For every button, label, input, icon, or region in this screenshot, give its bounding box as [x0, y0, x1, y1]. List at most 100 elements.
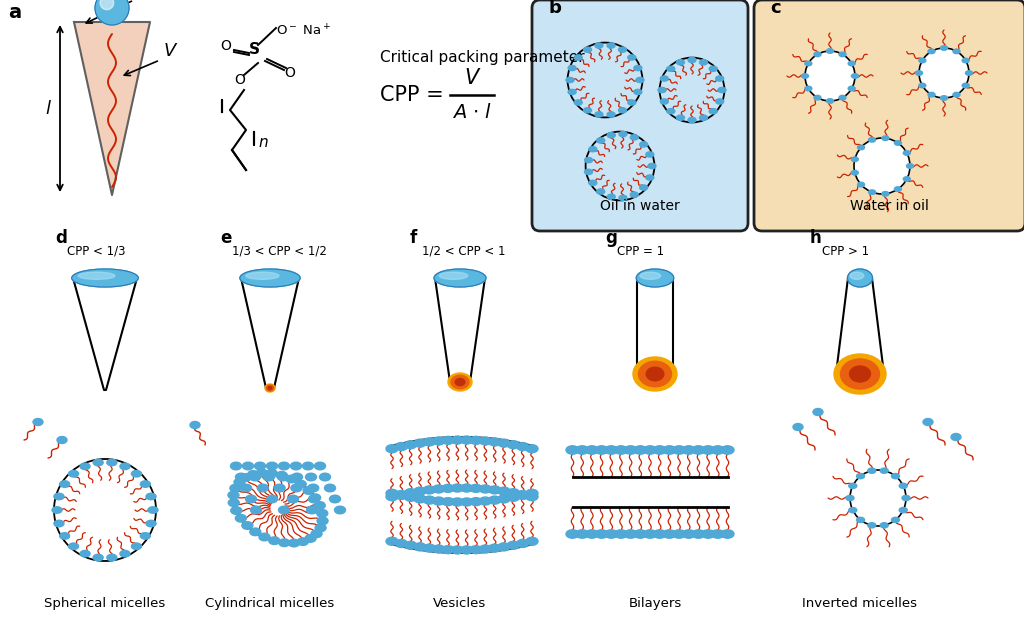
Ellipse shape	[404, 494, 417, 501]
Ellipse shape	[634, 89, 642, 95]
Ellipse shape	[663, 530, 676, 538]
Ellipse shape	[710, 109, 717, 114]
Ellipse shape	[526, 538, 538, 545]
Ellipse shape	[395, 443, 408, 450]
Ellipse shape	[856, 517, 864, 522]
Ellipse shape	[240, 474, 251, 481]
Ellipse shape	[498, 543, 510, 551]
Ellipse shape	[470, 436, 482, 445]
Ellipse shape	[585, 170, 593, 175]
Ellipse shape	[316, 509, 328, 517]
Text: CPP =: CPP =	[380, 85, 451, 105]
Text: CPP = 1: CPP = 1	[617, 245, 665, 258]
Ellipse shape	[633, 357, 677, 391]
Ellipse shape	[643, 446, 656, 454]
Ellipse shape	[624, 446, 637, 454]
Ellipse shape	[507, 441, 519, 448]
Ellipse shape	[953, 92, 961, 97]
Ellipse shape	[386, 489, 398, 497]
Ellipse shape	[498, 495, 510, 503]
Ellipse shape	[286, 475, 297, 483]
Ellipse shape	[667, 109, 675, 114]
Ellipse shape	[923, 418, 933, 426]
Ellipse shape	[433, 545, 444, 553]
Ellipse shape	[507, 489, 519, 497]
Ellipse shape	[242, 522, 253, 529]
Ellipse shape	[634, 446, 647, 454]
Ellipse shape	[646, 367, 664, 381]
Ellipse shape	[667, 66, 675, 72]
Ellipse shape	[414, 495, 426, 503]
Ellipse shape	[57, 436, 67, 443]
Ellipse shape	[597, 138, 605, 143]
Ellipse shape	[439, 272, 468, 279]
Ellipse shape	[841, 359, 880, 389]
Ellipse shape	[230, 484, 241, 492]
Ellipse shape	[302, 462, 313, 470]
Ellipse shape	[653, 446, 667, 454]
FancyBboxPatch shape	[754, 0, 1024, 231]
Text: f: f	[410, 229, 417, 247]
Ellipse shape	[288, 495, 299, 503]
Ellipse shape	[517, 539, 528, 548]
Ellipse shape	[846, 495, 854, 501]
Ellipse shape	[848, 86, 855, 91]
Text: 1/2 < CPP < 1: 1/2 < CPP < 1	[422, 245, 506, 258]
Ellipse shape	[314, 502, 326, 509]
Ellipse shape	[868, 138, 876, 142]
Ellipse shape	[793, 423, 803, 431]
Ellipse shape	[106, 459, 117, 466]
Ellipse shape	[595, 43, 603, 48]
Polygon shape	[435, 278, 485, 382]
Ellipse shape	[131, 543, 141, 550]
Ellipse shape	[881, 468, 888, 474]
Ellipse shape	[59, 481, 70, 487]
Text: e: e	[220, 229, 231, 247]
Ellipse shape	[470, 484, 482, 492]
Ellipse shape	[614, 530, 628, 538]
Ellipse shape	[274, 484, 285, 492]
Ellipse shape	[414, 543, 426, 551]
Ellipse shape	[928, 49, 935, 53]
Ellipse shape	[433, 485, 444, 493]
Ellipse shape	[882, 192, 889, 196]
Ellipse shape	[640, 185, 647, 190]
Ellipse shape	[848, 269, 872, 287]
Ellipse shape	[279, 462, 290, 470]
Ellipse shape	[867, 468, 876, 474]
Ellipse shape	[589, 180, 597, 185]
Ellipse shape	[849, 507, 857, 512]
Ellipse shape	[574, 55, 583, 60]
Ellipse shape	[106, 555, 117, 561]
Ellipse shape	[607, 112, 615, 117]
Circle shape	[805, 51, 855, 101]
Ellipse shape	[634, 65, 642, 70]
Ellipse shape	[335, 506, 345, 514]
Ellipse shape	[953, 49, 961, 53]
Ellipse shape	[257, 469, 267, 477]
Ellipse shape	[673, 530, 685, 538]
Ellipse shape	[643, 530, 656, 538]
Ellipse shape	[59, 533, 70, 539]
Ellipse shape	[839, 52, 846, 57]
Ellipse shape	[243, 462, 254, 470]
Ellipse shape	[507, 494, 519, 501]
Ellipse shape	[433, 437, 444, 445]
Ellipse shape	[442, 497, 454, 506]
Ellipse shape	[451, 376, 469, 389]
Ellipse shape	[701, 530, 715, 538]
Ellipse shape	[297, 538, 308, 545]
Circle shape	[100, 0, 114, 9]
Ellipse shape	[597, 189, 605, 194]
Ellipse shape	[568, 89, 577, 95]
Ellipse shape	[826, 99, 834, 103]
Ellipse shape	[131, 470, 141, 477]
Ellipse shape	[265, 384, 275, 392]
Ellipse shape	[928, 92, 935, 97]
Ellipse shape	[190, 421, 200, 428]
Ellipse shape	[677, 115, 684, 121]
Ellipse shape	[575, 446, 589, 454]
Ellipse shape	[584, 108, 592, 113]
Ellipse shape	[434, 269, 486, 287]
Ellipse shape	[630, 192, 638, 197]
